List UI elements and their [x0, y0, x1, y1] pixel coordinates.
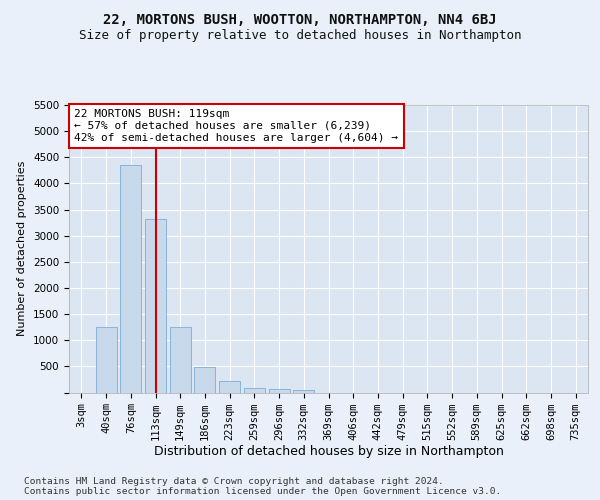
- Text: Contains HM Land Registry data © Crown copyright and database right 2024.: Contains HM Land Registry data © Crown c…: [24, 476, 444, 486]
- Bar: [145, 220, 166, 392]
- Bar: [95, 326, 116, 392]
- Bar: [170, 326, 191, 392]
- X-axis label: Distribution of detached houses by size in Northampton: Distribution of detached houses by size …: [154, 446, 503, 458]
- Text: 22 MORTONS BUSH: 119sqm
← 57% of detached houses are smaller (6,239)
42% of semi: 22 MORTONS BUSH: 119sqm ← 57% of detache…: [74, 110, 398, 142]
- Y-axis label: Number of detached properties: Number of detached properties: [17, 161, 28, 336]
- Bar: [219, 381, 240, 392]
- Text: 22, MORTONS BUSH, WOOTTON, NORTHAMPTON, NN4 6BJ: 22, MORTONS BUSH, WOOTTON, NORTHAMPTON, …: [103, 13, 497, 27]
- Bar: [244, 388, 265, 392]
- Bar: [293, 390, 314, 392]
- Bar: [269, 389, 290, 392]
- Bar: [120, 165, 141, 392]
- Text: Size of property relative to detached houses in Northampton: Size of property relative to detached ho…: [79, 28, 521, 42]
- Text: Contains public sector information licensed under the Open Government Licence v3: Contains public sector information licen…: [24, 486, 501, 496]
- Bar: [194, 367, 215, 392]
